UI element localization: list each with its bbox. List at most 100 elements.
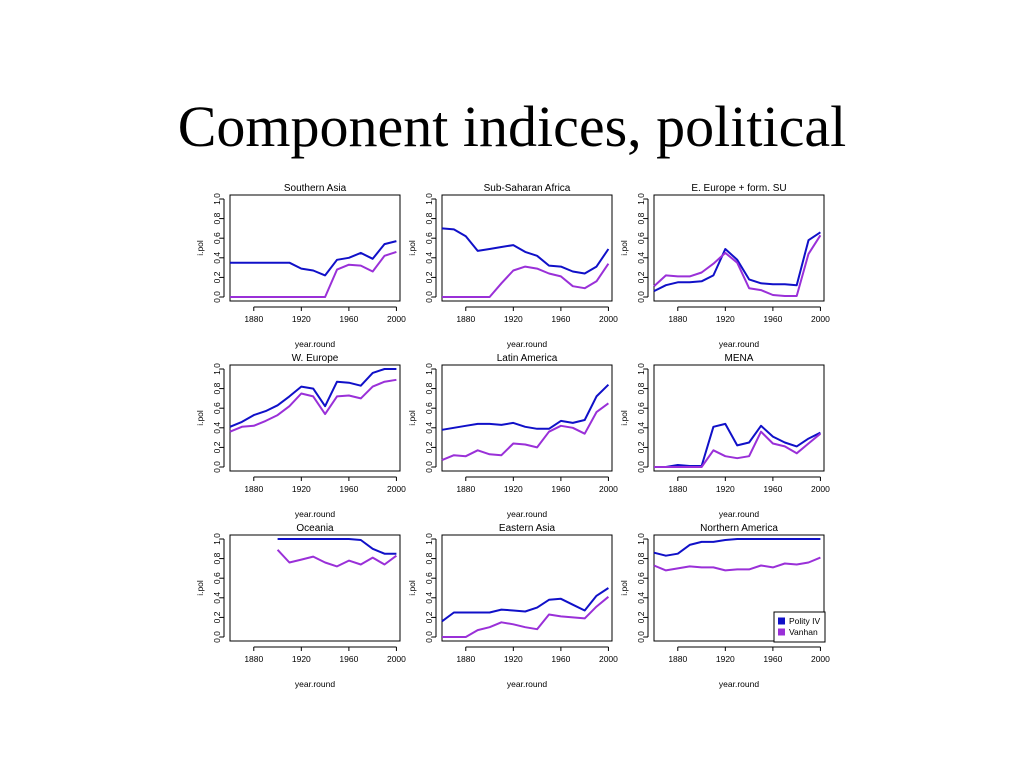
y-tick-label: 0.8 (424, 382, 434, 394)
x-axis-label: year.round (719, 679, 759, 689)
panel-title: E. Europe + form. SU (691, 183, 786, 194)
plot-frame (229, 534, 401, 642)
x-tick-label: 1880 (456, 314, 475, 324)
y-tick-label: 0.2 (212, 271, 222, 283)
x-tick-label: 1960 (551, 314, 570, 324)
y-axis-label: i.pol (407, 580, 417, 596)
series-line-polity-iv (654, 422, 821, 468)
y-tick-label: 0.4 (636, 592, 646, 604)
series-line-vanhanen (653, 234, 822, 297)
panel-title: Oceania (296, 523, 334, 534)
series-line-polity-iv (653, 538, 821, 557)
plot-frame (229, 364, 401, 472)
y-tick-label: 0.0 (212, 461, 222, 473)
y-tick-label: 0.6 (424, 402, 434, 414)
y-tick-label: 0.8 (424, 552, 434, 564)
plot-frame (653, 194, 825, 302)
plot-frame (653, 534, 825, 642)
y-tick-label: 0.4 (424, 592, 434, 604)
x-axis-label: year.round (295, 509, 335, 519)
y-tick-label: 0.0 (636, 291, 646, 303)
plot-frame (441, 364, 613, 472)
y-tick-label: 0.2 (424, 611, 434, 623)
plot-frame (441, 534, 613, 642)
x-tick-label: 1960 (551, 484, 570, 494)
x-tick-label: 1880 (668, 314, 687, 324)
y-tick-label: 1.0 (636, 363, 646, 375)
x-tick-label: 1960 (763, 654, 782, 664)
x-tick-label: 1880 (456, 484, 475, 494)
y-axis-label: i.pol (619, 240, 629, 256)
x-axis-label: year.round (719, 509, 759, 519)
x-tick-label: 2000 (811, 314, 830, 324)
y-axis-label: i.pol (407, 410, 417, 426)
y-axis-label: i.pol (195, 410, 205, 426)
y-tick-label: 1.0 (212, 363, 222, 375)
y-tick-label: 0.6 (212, 402, 222, 414)
y-tick-label: 1.0 (212, 533, 222, 545)
y-tick-label: 0.8 (212, 382, 222, 394)
series-line-polity-iv (441, 383, 610, 431)
series-line-vanhanen (276, 549, 397, 568)
y-tick-label: 0.2 (424, 271, 434, 283)
y-tick-label: 0.0 (636, 461, 646, 473)
legend-label: Polity IV (789, 616, 821, 626)
x-tick-label: 1920 (504, 654, 523, 664)
y-tick-label: 0.0 (424, 461, 434, 473)
x-tick-label: 1960 (763, 484, 782, 494)
y-tick-label: 1.0 (636, 533, 646, 545)
y-tick-label: 0.8 (636, 382, 646, 394)
x-tick-label: 1960 (551, 654, 570, 664)
series-line-polity-iv (277, 538, 397, 555)
x-tick-label: 1880 (456, 654, 475, 664)
x-tick-label: 2000 (387, 484, 406, 494)
y-tick-label: 0.4 (424, 422, 434, 434)
y-tick-label: 0.4 (212, 252, 222, 264)
y-tick-label: 0.6 (636, 402, 646, 414)
x-tick-label: 1920 (716, 654, 735, 664)
legend-swatch (778, 617, 785, 625)
legend-label: Vanhan (789, 627, 818, 637)
x-tick-label: 2000 (599, 654, 618, 664)
y-tick-label: 0.4 (212, 592, 222, 604)
y-tick-label: 0.6 (212, 572, 222, 584)
series-line-polity-iv (229, 368, 397, 428)
y-tick-label: 1.0 (212, 193, 222, 205)
x-axis-label: year.round (719, 339, 759, 349)
y-axis-label: i.pol (619, 580, 629, 596)
y-tick-label: 1.0 (424, 363, 434, 375)
x-tick-label: 1920 (504, 484, 523, 494)
x-tick-label: 2000 (599, 484, 618, 494)
y-tick-label: 0.0 (212, 291, 222, 303)
y-tick-label: 1.0 (636, 193, 646, 205)
series-line-vanhanen (654, 430, 822, 468)
plot-frame (441, 194, 613, 302)
panel-title: Latin America (497, 353, 558, 364)
panel-title: Eastern Asia (499, 523, 556, 534)
x-tick-label: 1960 (339, 654, 358, 664)
y-tick-label: 0.2 (212, 441, 222, 453)
series-line-vanhanen (653, 556, 821, 572)
x-tick-label: 1880 (244, 654, 263, 664)
x-tick-label: 1920 (504, 314, 523, 324)
x-tick-label: 1920 (292, 314, 311, 324)
series-line-polity-iv (441, 227, 610, 275)
plot-frame (653, 364, 825, 472)
y-tick-label: 0.6 (636, 572, 646, 584)
x-tick-label: 1920 (716, 314, 735, 324)
y-tick-label: 0.4 (636, 252, 646, 264)
series-line-vanhanen (441, 402, 609, 462)
y-tick-label: 0.0 (636, 631, 646, 643)
y-tick-label: 0.6 (424, 572, 434, 584)
x-tick-label: 1880 (668, 654, 687, 664)
x-tick-label: 2000 (387, 654, 406, 664)
y-tick-label: 0.2 (636, 441, 646, 453)
series-line-vanhanen (229, 378, 397, 433)
plot-frame (229, 194, 401, 302)
x-tick-label: 1960 (339, 314, 358, 324)
y-tick-label: 0.4 (424, 252, 434, 264)
panel-title: MENA (725, 353, 754, 364)
y-tick-label: 0.4 (636, 422, 646, 434)
x-tick-label: 1880 (668, 484, 687, 494)
